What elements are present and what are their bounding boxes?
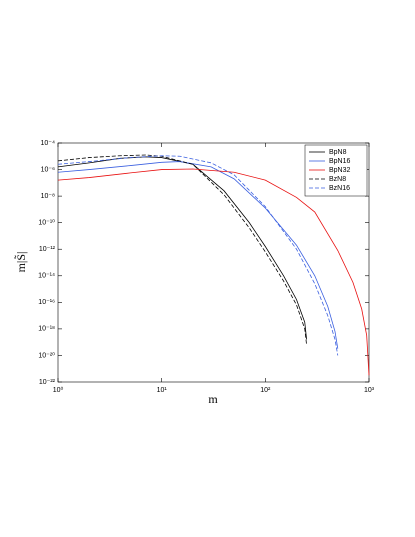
y-tick-label: 10⁻¹⁶ [38, 299, 55, 306]
x-tick-label: 10⁰ [53, 386, 64, 394]
y-tick-label: 10⁻¹⁸ [38, 326, 55, 333]
series-line [57, 154, 307, 345]
x-tick-label: 10¹ [157, 387, 168, 394]
y-tick-label: 10⁻⁶ [41, 166, 55, 173]
series-line [57, 156, 307, 340]
y-tick-label: 10⁻²⁰ [38, 351, 55, 359]
legend-label: BzN16 [329, 185, 350, 192]
plot-frame [57, 142, 370, 383]
x-tick-label: 10² [260, 387, 271, 394]
legend-box [304, 144, 368, 197]
y-tick-label: 10⁻²² [39, 379, 56, 386]
y-tick-label: 10⁻¹⁴ [38, 273, 55, 280]
legend-label: BpN8 [329, 149, 347, 156]
y-tick-label: 10⁻¹⁰ [38, 219, 55, 227]
legend-label: BpN16 [329, 158, 351, 165]
y-tick-label: 10⁻¹² [39, 246, 56, 253]
series-line [57, 155, 339, 356]
legend-label: BzN8 [329, 176, 346, 183]
x-tick-label: 10³ [364, 387, 375, 394]
series-line [57, 161, 339, 349]
series-line [57, 168, 370, 376]
legend-label: BpN32 [329, 167, 351, 174]
y-tick-label: 10⁻⁸ [41, 193, 55, 200]
y-tick-label: 10⁻⁴ [41, 140, 56, 147]
y-axis-label: m|S̃| [13, 252, 27, 273]
x-axis-label: m [208, 392, 218, 406]
